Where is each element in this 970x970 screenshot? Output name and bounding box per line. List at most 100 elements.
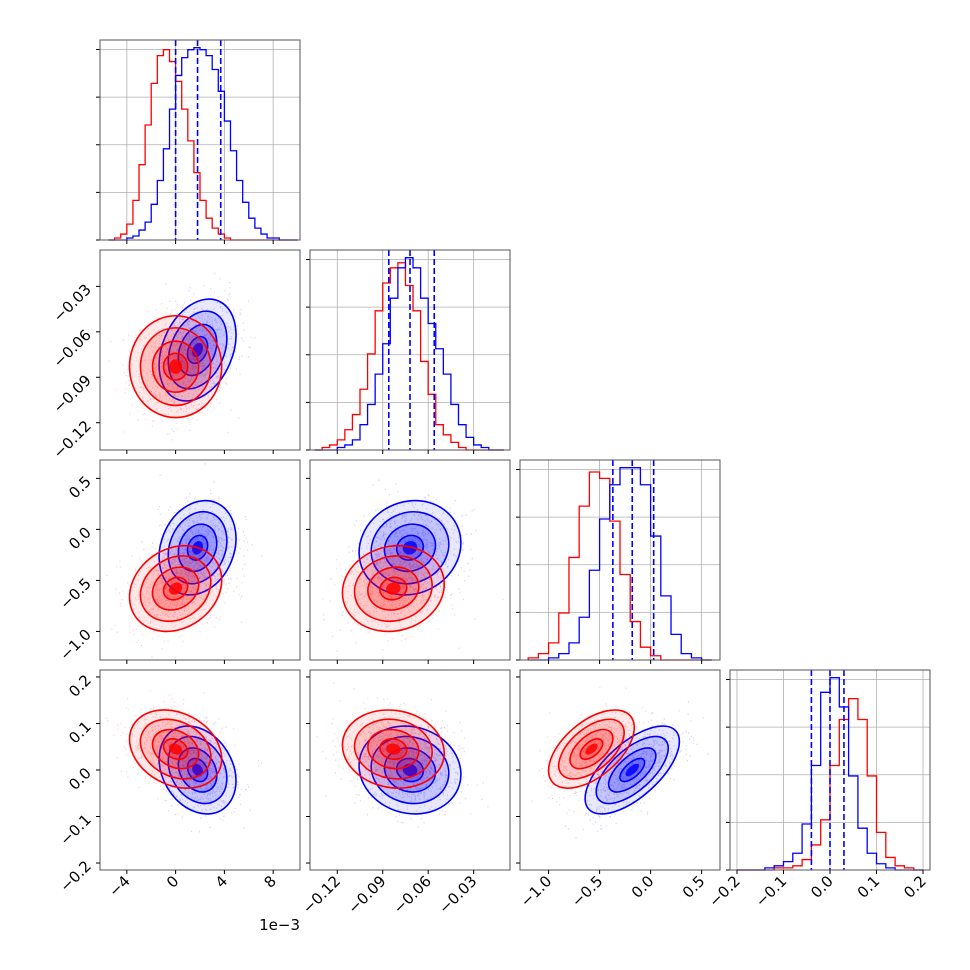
y-tick-label: 0.0 <box>65 523 95 553</box>
contour-line <box>353 718 433 780</box>
density-peak <box>585 743 598 755</box>
panel-0-0 <box>96 39 301 244</box>
density-peak <box>169 582 183 595</box>
y-tick-label: −0.1 <box>56 811 94 849</box>
scatter-group <box>520 686 709 839</box>
grid <box>100 40 300 240</box>
x-tick-label: −0.2 <box>705 872 743 910</box>
axes-frame <box>99 249 301 451</box>
axes-frame <box>519 459 721 661</box>
histogram-blue <box>528 467 712 661</box>
panel-2-1 <box>306 459 511 664</box>
contour-line <box>162 738 189 761</box>
contour-line <box>383 747 437 793</box>
panel-3-1: −0.12 −0.09 −0.06 −0.03 <box>299 669 511 917</box>
contour-line <box>162 576 189 601</box>
y-tick-label: −0.2 <box>56 857 94 895</box>
scatter-group <box>106 690 263 833</box>
axes-frame <box>99 39 301 241</box>
panel-3-2: −1.0 −0.5 0.0 0.5 <box>516 669 721 911</box>
y-tick-label: 0.0 <box>65 764 95 794</box>
contour-line <box>569 728 614 770</box>
histogram-blue <box>314 257 504 451</box>
contour-line <box>619 757 646 783</box>
y-tick-label: 0.1 <box>65 718 95 748</box>
x-tick-label: 0.0 <box>628 872 658 902</box>
contour-line <box>595 735 669 805</box>
contour-line <box>151 566 200 611</box>
contour-line <box>186 757 209 783</box>
contour-line <box>395 757 425 783</box>
density-peak <box>402 541 418 555</box>
panel-1-1 <box>306 249 511 454</box>
histogram-blue <box>736 677 924 871</box>
contour-line <box>162 352 189 381</box>
density-peak <box>625 763 639 777</box>
panel-3-3: −0.2 −0.1 0.0 0.1 0.2 <box>705 669 931 911</box>
histogram-red <box>314 262 504 451</box>
x-tick-label: −0.09 <box>344 872 389 917</box>
contour-line <box>128 314 223 419</box>
contour-line <box>584 725 681 815</box>
contour-line <box>177 523 218 573</box>
x-offset-label: 1e−3 <box>259 916 300 934</box>
contour-line <box>341 709 446 789</box>
contour-line <box>167 735 228 805</box>
y-tick-label: −0.06 <box>50 326 95 371</box>
contour-line <box>379 576 408 601</box>
scatter-group <box>100 463 263 658</box>
density-peak <box>169 359 183 374</box>
histogram-blue <box>108 47 298 241</box>
y-tick-label: −0.09 <box>50 371 95 416</box>
contour-line <box>579 738 604 761</box>
contour-line <box>139 718 212 780</box>
x-tick-label: −0.06 <box>390 872 435 917</box>
contour-line <box>167 511 228 585</box>
contour-line <box>367 566 420 611</box>
y-tick-label: 0.5 <box>65 472 95 502</box>
y-tick-label: −0.12 <box>50 417 95 462</box>
x-tick-label: −0.03 <box>435 872 480 917</box>
y-tick-label: 0.2 <box>65 671 95 701</box>
contour-line <box>367 728 420 770</box>
contour-line <box>383 523 437 573</box>
x-tick-label: 0.5 <box>679 872 709 902</box>
x-tick-label: −0.1 <box>752 872 790 910</box>
x-tick-label: −1.0 <box>517 872 555 910</box>
contour-line <box>547 709 636 789</box>
x-tick-label: 0.0 <box>807 872 837 902</box>
axes-frame <box>99 459 301 661</box>
contour-line <box>128 709 223 789</box>
y-tick-label: −0.03 <box>50 280 95 325</box>
contour-line <box>139 327 212 407</box>
density-peak <box>192 763 204 777</box>
x-tick-label: −4 <box>105 872 133 900</box>
contour-line <box>395 534 425 561</box>
contour-line <box>177 323 218 377</box>
axes-frame <box>309 459 511 661</box>
contour-line <box>151 728 200 770</box>
x-tick-label: 4 <box>212 872 231 891</box>
density-peak <box>386 582 401 595</box>
y-tick-label: −1.0 <box>56 626 94 664</box>
histogram-red <box>736 697 924 871</box>
x-tick-label: −0.5 <box>568 872 606 910</box>
scatter-group <box>108 272 256 441</box>
density-peak <box>386 743 401 755</box>
x-tick-label: 8 <box>261 872 280 891</box>
histogram-red <box>527 471 712 661</box>
contour-line <box>358 725 462 815</box>
x-tick-label: 0.2 <box>900 872 930 902</box>
x-tick-label: 0.1 <box>854 872 884 902</box>
contour-line <box>379 738 408 761</box>
panel-1-0: −0.12−0.09−0.06−0.03 <box>50 249 301 462</box>
axes-frame <box>309 249 511 451</box>
contour-line <box>370 511 450 585</box>
scatter-group <box>316 670 489 828</box>
contour-line <box>607 747 657 793</box>
contour-line <box>341 544 446 633</box>
scatter-group <box>322 479 504 652</box>
scatter-points-blue <box>125 272 256 433</box>
density-peak <box>169 743 183 755</box>
